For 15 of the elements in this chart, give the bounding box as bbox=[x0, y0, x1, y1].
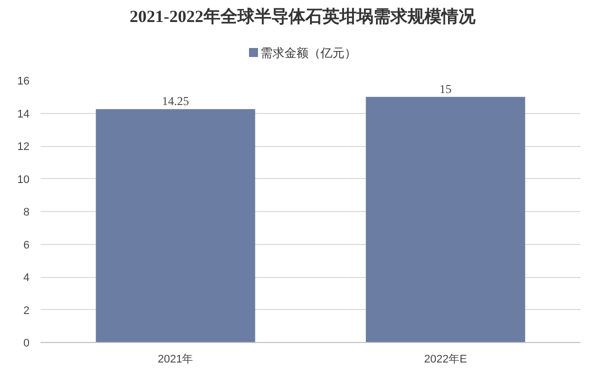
y-tick-label: 10 bbox=[17, 174, 30, 186]
y-tick-label: 12 bbox=[17, 141, 30, 153]
y-tick-label: 2 bbox=[23, 304, 30, 317]
legend-label: 需求金额（亿元） bbox=[260, 45, 358, 62]
x-tick-label: 2022年E bbox=[424, 354, 467, 366]
text: 15 bbox=[440, 82, 452, 96]
y-tick-label: 14 bbox=[17, 108, 30, 120]
y-tick-label: 8 bbox=[23, 206, 30, 218]
y-tick-label: 4 bbox=[23, 272, 30, 284]
y-tick-label: 16 bbox=[17, 76, 30, 88]
chart-title: 2021-2022年全球半导体石英坩埚需求规模情况 bbox=[128, 6, 476, 28]
y-tick-label: 6 bbox=[23, 239, 30, 252]
y-tick-label: 0 bbox=[23, 338, 30, 350]
x-tick-label: 2021年 bbox=[158, 354, 194, 366]
text: 14.25 bbox=[162, 94, 189, 108]
